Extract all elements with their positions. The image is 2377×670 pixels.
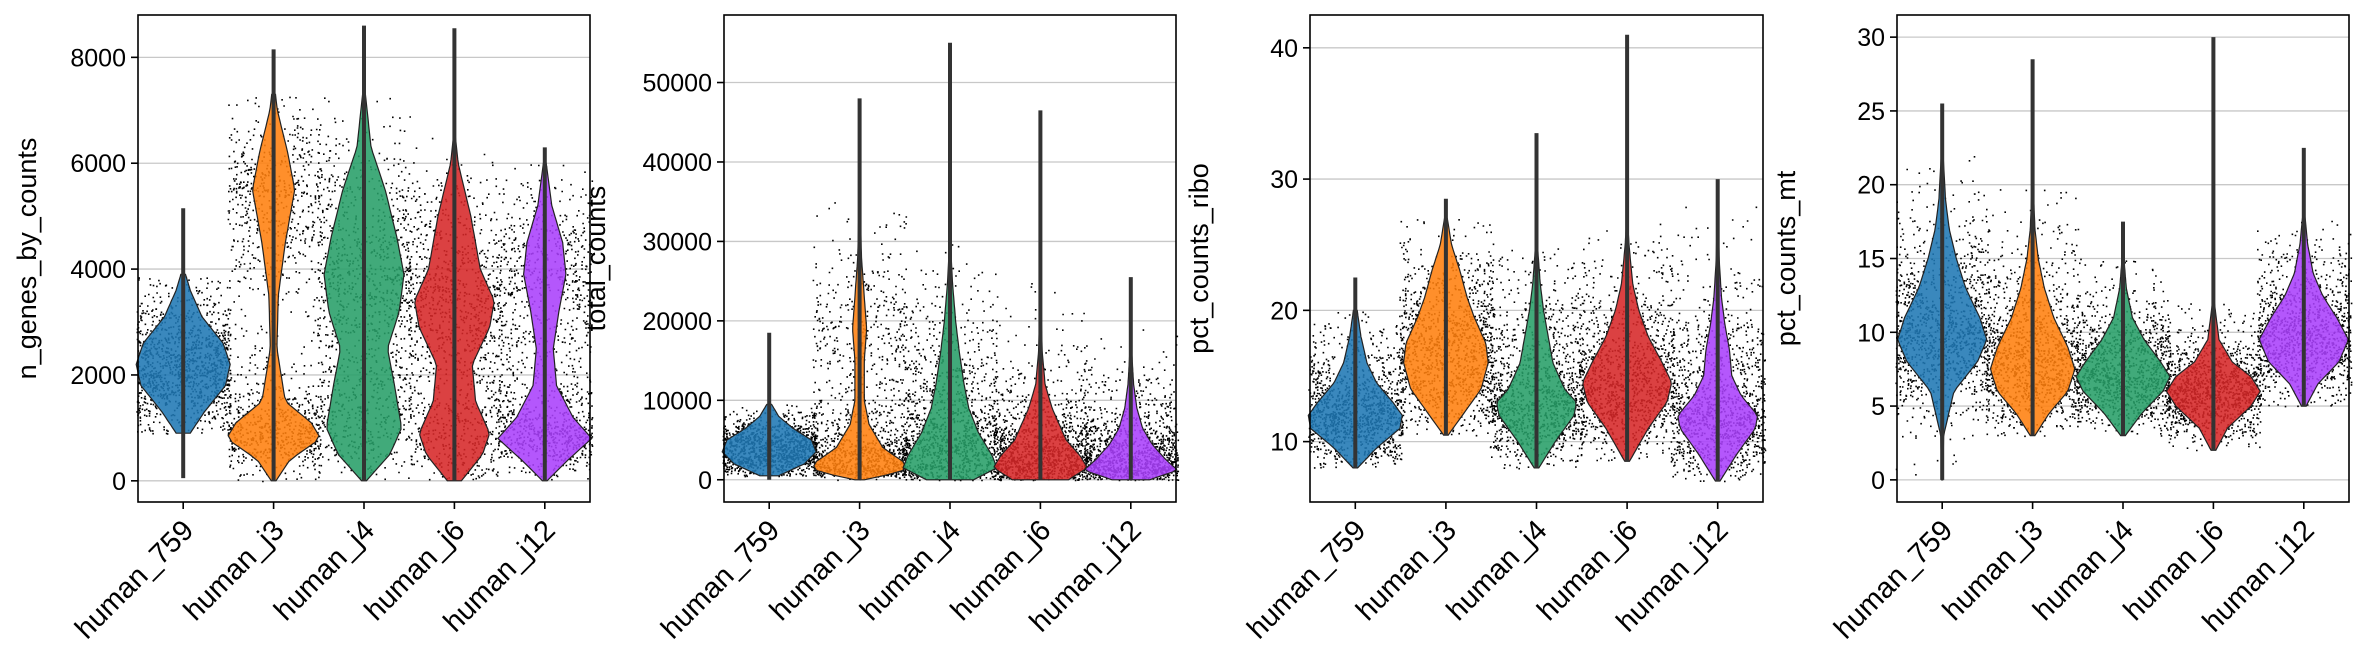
- violin-panel-2: 01000020000300004000050000human_759human…: [581, 14, 1180, 645]
- y-tick-label: 20000: [642, 308, 712, 336]
- y-tick-label: 25: [1857, 98, 1885, 126]
- y-tick-label: 6000: [70, 150, 126, 178]
- y-axis-title: pct_counts_ribo: [1184, 163, 1214, 354]
- y-tick-label: 10000: [642, 387, 712, 415]
- y-tick-label: 15: [1857, 246, 1885, 274]
- y-axis-title: pct_counts_mt: [1771, 170, 1801, 346]
- violin-panel-4: 051015202530human_759human_j3human_j4hum…: [1771, 14, 2353, 645]
- scatter-human_j6: [993, 283, 1089, 482]
- category-label: human_759: [1241, 514, 1372, 645]
- y-tick-label: 4000: [70, 256, 126, 284]
- y-tick-label: 30: [1857, 24, 1885, 52]
- y-tick-label: 10: [1857, 319, 1885, 347]
- scatter-human_j6: [407, 137, 503, 481]
- category-label: human_759: [1828, 514, 1959, 645]
- y-tick-label: 5: [1871, 393, 1885, 421]
- y-tick-label: 2000: [70, 362, 126, 390]
- category-label: human_759: [655, 514, 786, 645]
- y-axis-title: total_counts: [581, 186, 611, 332]
- y-tick-label: 10: [1270, 429, 1298, 457]
- y-tick-label: 0: [1871, 467, 1885, 495]
- violin-panel-1: 02000400060008000human_759human_j3human_…: [12, 14, 594, 645]
- scatter-human_j3: [812, 202, 908, 482]
- scatter-human_j12: [1083, 329, 1180, 482]
- violin-panel-3: 10203040human_759human_j3human_j4human_j…: [1184, 14, 1767, 645]
- y-tick-label: 40000: [642, 149, 712, 177]
- y-tick-label: 8000: [70, 44, 126, 72]
- category-label: human_759: [69, 514, 200, 645]
- y-tick-label: 0: [698, 467, 712, 495]
- y-tick-label: 40: [1270, 35, 1298, 63]
- y-tick-label: 20: [1270, 297, 1298, 325]
- y-axis-title: n_genes_by_counts: [12, 138, 42, 380]
- y-tick-label: 0: [112, 468, 126, 496]
- y-tick-label: 50000: [642, 70, 712, 98]
- y-tick-label: 20: [1857, 172, 1885, 200]
- y-tick-label: 30000: [642, 228, 712, 256]
- y-tick-label: 30: [1270, 166, 1298, 194]
